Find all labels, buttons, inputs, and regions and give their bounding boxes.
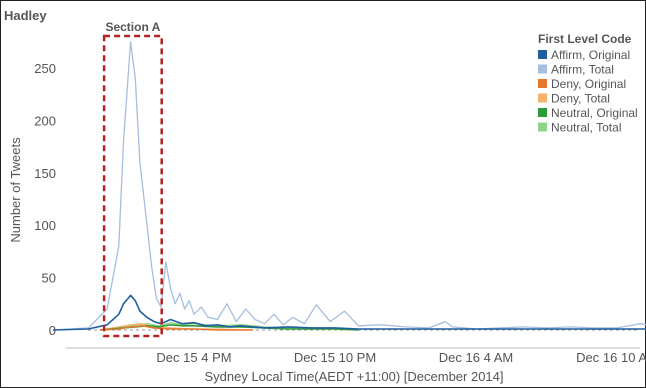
y-tick-label: 50 [42,271,56,286]
legend-swatch-deny-total [538,93,547,103]
legend-swatch-neutral-original [538,108,547,117]
x-tick-labels: Dec 15 4 PM Dec 15 10 PM Dec 16 4 AM Dec 16… [156,350,646,365]
x-tick-label: Dec 16 4 AM [439,350,513,365]
x-tick-label: Dec 15 10 PM [294,350,376,365]
series-line-affirm-original [52,294,646,331]
x-tick-label: Dec 16 10 AM [576,350,646,365]
legend-title: First Level Code [538,32,632,46]
x-tick-label: Dec 15 4 PM [156,350,231,365]
section-a-label: Section A [105,20,160,34]
legend-label-deny-total: Deny, Total [551,92,610,106]
legend-label-affirm-total: Affirm, Total [551,63,614,77]
legend-label-affirm-original: Affirm, Original [551,48,630,62]
y-tick-label: 200 [34,113,56,128]
y-axis-label: Number of Tweets [8,137,23,243]
legend-label-deny-original: Deny, Original [551,77,626,91]
legend-swatch-deny-original [538,79,547,88]
y-tick-labels: 0 50 100 150 200 250 [34,61,56,338]
legend: First Level Code Affirm, OriginalAffirm,… [538,32,638,135]
legend-swatch-neutral-total [538,122,547,132]
chart-title: Hadley [4,8,47,23]
y-tick-label: 100 [34,218,56,233]
series-lines [52,41,646,331]
x-axis-label: Sydney Local Time(AEDT +11:00) [December… [204,369,503,384]
y-tick-label: 0 [49,323,56,338]
y-tick-label: 250 [34,61,56,76]
series-line-deny-original [99,324,253,331]
legend-label-neutral-total: Neutral, Total [551,121,621,135]
legend-swatch-affirm-total [538,64,547,74]
legend-label-neutral-original: Neutral, Original [551,106,638,120]
legend-swatch-affirm-original [538,50,547,59]
section-a-highlight-box [102,34,163,338]
series-line-affirm-total [52,41,646,331]
y-tick-label: 150 [34,166,56,181]
